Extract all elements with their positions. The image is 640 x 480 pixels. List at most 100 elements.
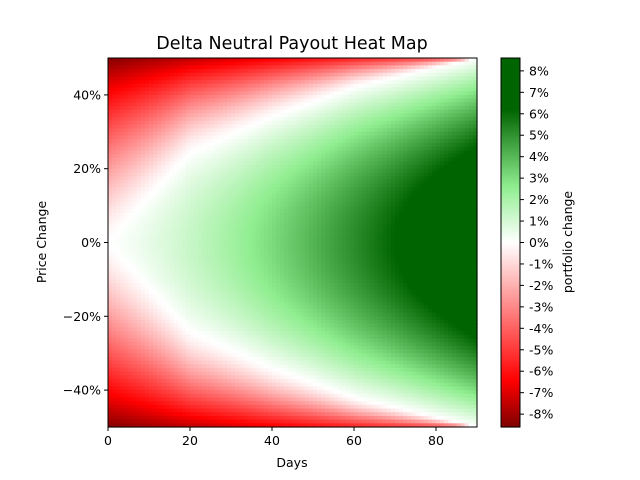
heatmap-cell (206, 312, 212, 317)
heatmap-cell (112, 91, 117, 96)
heatmap-cell (280, 69, 285, 74)
heatmap-cell (181, 283, 187, 288)
heatmap-cell (239, 401, 244, 406)
heatmap-cell (206, 327, 212, 332)
heatmap-cell (288, 220, 294, 225)
heatmap-cell (173, 235, 179, 240)
heatmap-cell (161, 415, 166, 421)
heatmap-cell (116, 253, 121, 258)
heatmap-cell (116, 235, 121, 240)
heatmap-cell (247, 404, 253, 410)
heatmap-cell (120, 345, 125, 351)
heatmap-cell (226, 401, 232, 406)
heatmap-cell (202, 91, 207, 96)
heatmap-cell (202, 408, 207, 413)
heatmap-cell (267, 423, 273, 428)
heatmap-cell (239, 345, 244, 351)
heatmap-cell (181, 69, 187, 74)
heatmap-cell (280, 401, 285, 406)
heatmap-cell (116, 319, 121, 325)
heatmap-cell (153, 69, 158, 74)
heatmap-cell (132, 253, 138, 258)
heatmap-cell (194, 242, 199, 247)
heatmap-cell (149, 113, 154, 118)
heatmap-cell (263, 312, 269, 317)
heatmap-cell (140, 283, 146, 288)
heatmap-cell (161, 279, 166, 284)
heatmap-cell (214, 246, 220, 251)
heatmap-cell (243, 286, 248, 292)
heatmap-cell (149, 91, 154, 96)
heatmap-cell (198, 253, 203, 258)
heatmap-cell (112, 205, 117, 210)
heatmap-cell (190, 286, 195, 292)
heatmap-cell (292, 323, 298, 328)
heatmap-cell (272, 338, 277, 343)
heatmap-cell (263, 128, 269, 133)
heatmap-cell (112, 153, 117, 159)
heatmap-cell (214, 349, 220, 354)
heatmap-cell (247, 146, 253, 151)
heatmap-cell (214, 142, 220, 148)
heatmap-cell (185, 401, 191, 406)
heatmap-cell (165, 58, 171, 63)
heatmap-cell (251, 301, 257, 306)
heatmap-cell (210, 165, 216, 170)
heatmap-cell (165, 294, 171, 299)
heatmap-cell (190, 91, 195, 96)
heatmap-cell (280, 319, 285, 325)
heatmap-cell (202, 98, 207, 103)
heatmap-cell (296, 209, 302, 214)
heatmap-cell (243, 201, 248, 207)
heatmap-cell (214, 308, 220, 314)
heatmap-cell (161, 209, 166, 214)
heatmap-cell (276, 209, 281, 214)
heatmap-cell (304, 227, 310, 233)
heatmap-cell (173, 260, 179, 266)
heatmap-cell (239, 128, 244, 133)
heatmap-cell (108, 342, 113, 347)
heatmap-cell (210, 294, 216, 299)
heatmap-cell (222, 338, 228, 343)
heatmap-cell (218, 190, 224, 196)
heatmap-cell (190, 345, 195, 351)
heatmap-cell (169, 297, 175, 303)
heatmap-cell (202, 224, 207, 229)
heatmap-cell (202, 242, 207, 247)
heatmap-cell (108, 338, 113, 343)
heatmap-cell (251, 80, 257, 85)
heatmap-cell (120, 212, 125, 218)
heatmap-cell (231, 83, 236, 89)
heatmap-cell (165, 323, 171, 328)
heatmap-cell (177, 323, 183, 328)
heatmap-cell (108, 390, 113, 395)
heatmap-cell (185, 168, 191, 173)
heatmap-cell (222, 128, 228, 133)
heatmap-cell (124, 316, 130, 321)
heatmap-cell (136, 190, 142, 196)
heatmap-cell (198, 334, 203, 340)
heatmap-cell (128, 216, 134, 221)
heatmap-cell (296, 342, 302, 347)
heatmap-cell (165, 408, 171, 413)
heatmap-cell (243, 375, 248, 380)
heatmap-cell (259, 342, 265, 347)
heatmap-cell (165, 297, 171, 303)
heatmap-cell (157, 224, 162, 229)
heatmap-cell (292, 172, 298, 177)
heatmap-cell (120, 349, 125, 354)
heatmap-cell (300, 364, 306, 369)
heatmap-cell (108, 198, 113, 203)
heatmap-cell (165, 386, 171, 391)
heatmap-cell (128, 401, 134, 406)
heatmap-cell (231, 334, 236, 340)
heatmap-cell (231, 131, 236, 137)
heatmap-cell (288, 353, 294, 358)
heatmap-cell (124, 198, 130, 203)
heatmap-cell (161, 353, 166, 358)
heatmap-cell (276, 161, 281, 166)
heatmap-cell (108, 367, 113, 373)
heatmap-cell (226, 260, 232, 266)
heatmap-cell (284, 382, 289, 388)
heatmap-cell (296, 349, 302, 354)
